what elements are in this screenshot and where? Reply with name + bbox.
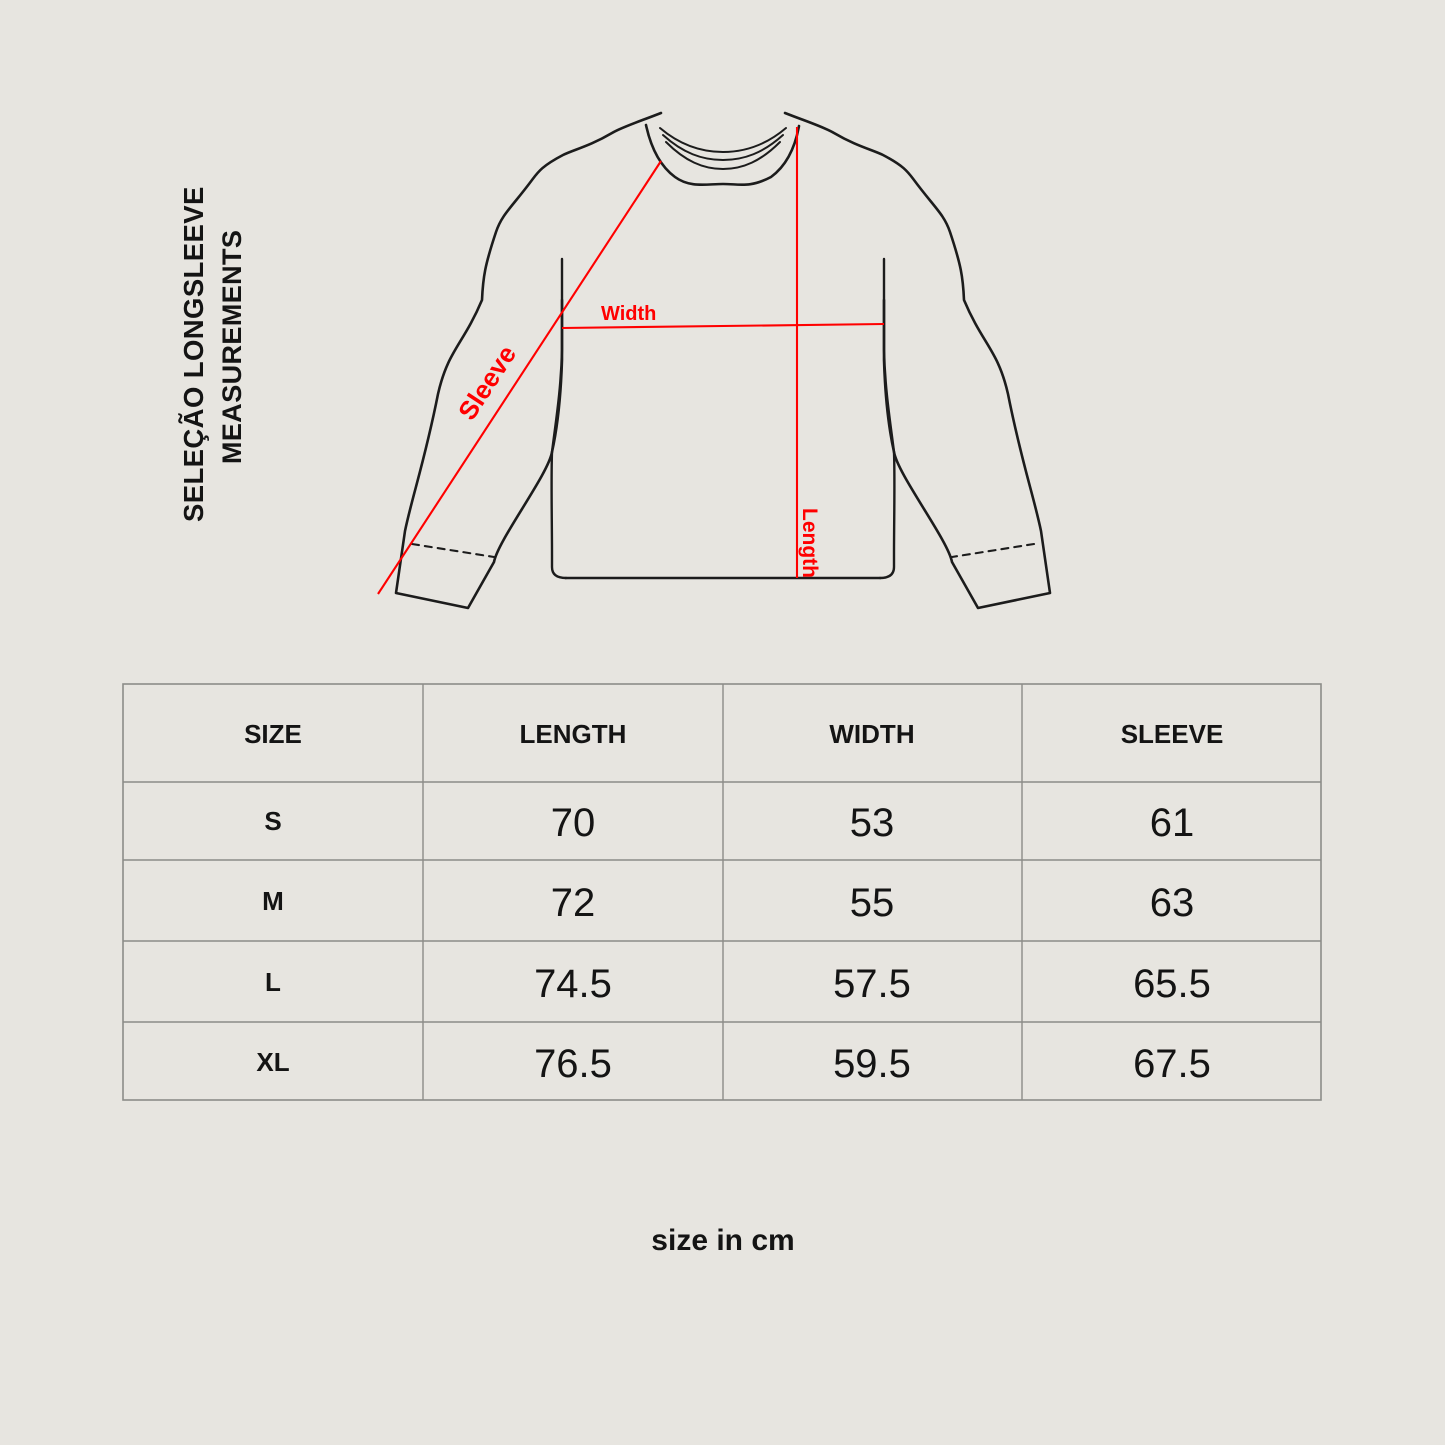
svg-text:S: S xyxy=(264,806,281,836)
svg-text:SIZE: SIZE xyxy=(244,719,302,749)
svg-text:53: 53 xyxy=(850,801,895,845)
svg-text:70: 70 xyxy=(551,801,596,845)
svg-text:76.5: 76.5 xyxy=(534,1042,612,1086)
svg-text:MEASUREMENTS: MEASUREMENTS xyxy=(217,230,247,464)
svg-text:SLEEVE: SLEEVE xyxy=(1121,719,1224,749)
svg-text:XL: XL xyxy=(256,1047,289,1077)
svg-text:M: M xyxy=(262,886,284,916)
svg-text:Width: Width xyxy=(601,303,656,325)
svg-text:size in cm: size in cm xyxy=(651,1224,794,1257)
svg-text:WIDTH: WIDTH xyxy=(829,719,914,749)
svg-text:Length: Length xyxy=(798,508,821,578)
svg-text:L: L xyxy=(265,967,281,997)
svg-text:67.5: 67.5 xyxy=(1133,1042,1211,1086)
svg-text:65.5: 65.5 xyxy=(1133,962,1211,1006)
svg-text:59.5: 59.5 xyxy=(833,1042,911,1086)
svg-text:61: 61 xyxy=(1150,801,1195,845)
svg-text:72: 72 xyxy=(551,881,596,925)
svg-text:55: 55 xyxy=(850,881,895,925)
svg-text:57.5: 57.5 xyxy=(833,962,911,1006)
svg-text:74.5: 74.5 xyxy=(534,962,612,1006)
svg-text:63: 63 xyxy=(1150,881,1195,925)
svg-text:SELEÇÃO LONGSLEEVE: SELEÇÃO LONGSLEEVE xyxy=(178,186,209,522)
svg-text:LENGTH: LENGTH xyxy=(520,719,627,749)
